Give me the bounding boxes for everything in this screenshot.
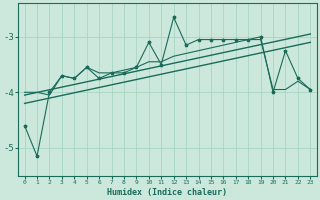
X-axis label: Humidex (Indice chaleur): Humidex (Indice chaleur) xyxy=(108,188,228,197)
